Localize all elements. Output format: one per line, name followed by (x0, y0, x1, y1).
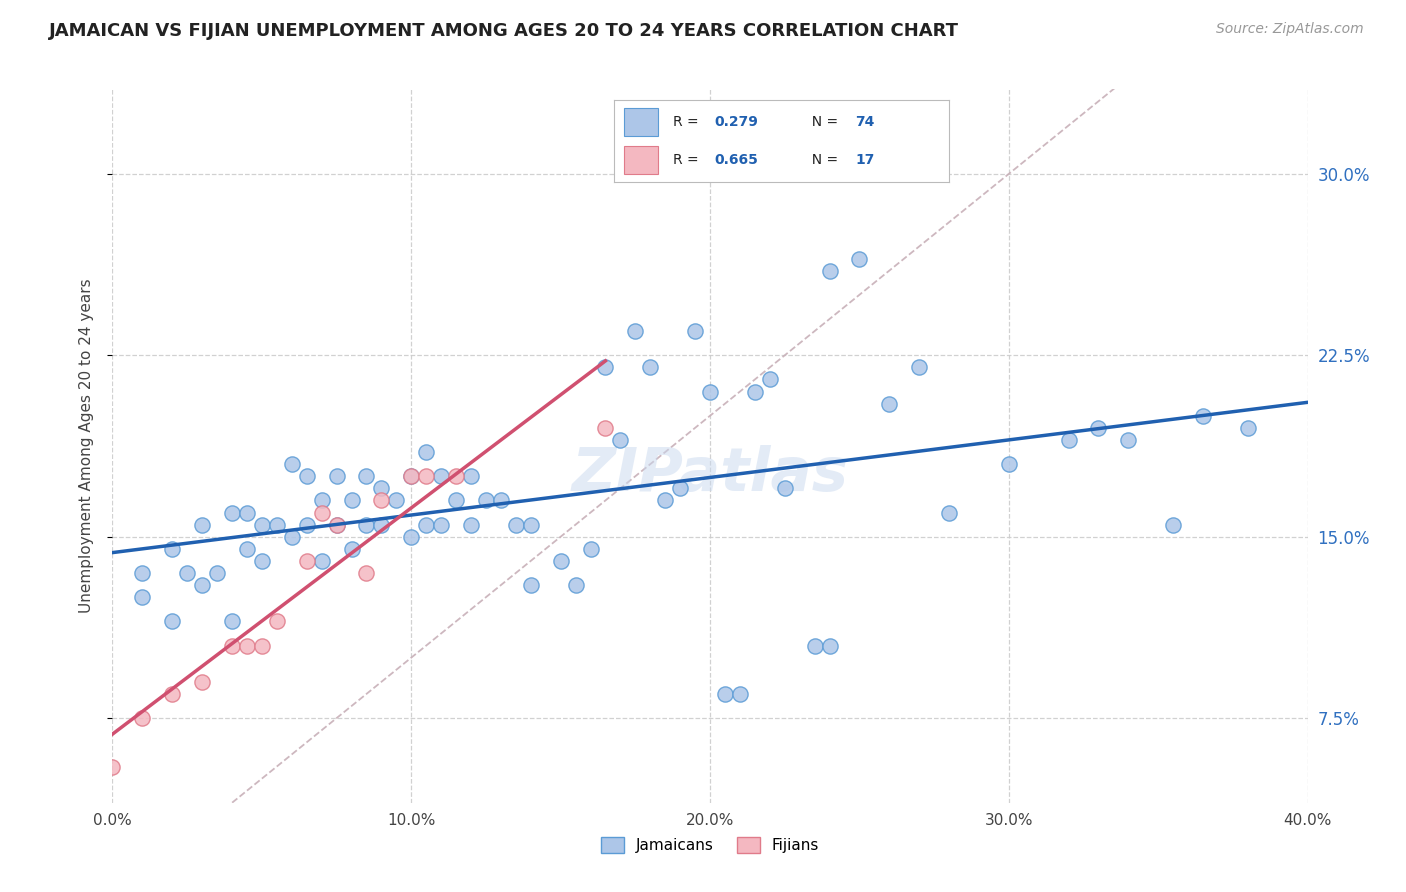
Point (430, 517, 453, 532)
Point (683, 324, 706, 338)
Point (401, 530, 423, 544)
Point (699, 384, 721, 399)
Text: Source: ZipAtlas.com: Source: ZipAtlas.com (1216, 22, 1364, 37)
Point (773, 481, 796, 495)
Point (714, 687, 737, 701)
Point (311, 506, 333, 520)
Point (415, 469, 437, 483)
Point (295, 469, 318, 483)
Point (728, 687, 751, 701)
Point (281, 530, 304, 544)
Point (295, 554, 318, 568)
Point (236, 541, 259, 556)
Point (1161, 517, 1184, 532)
Point (191, 517, 214, 532)
Point (595, 421, 617, 435)
Point (564, 578, 586, 592)
Point (998, 457, 1021, 471)
Point (1118, 433, 1140, 447)
Text: ZIPatlas: ZIPatlas (571, 445, 849, 504)
Point (848, 252, 870, 266)
Point (938, 506, 960, 520)
Point (460, 469, 482, 483)
Point (550, 554, 572, 568)
Point (131, 711, 153, 725)
Point (415, 517, 437, 532)
Point (444, 493, 467, 508)
Point (744, 384, 766, 399)
Point (176, 566, 198, 580)
Point (266, 615, 288, 629)
Point (1057, 433, 1080, 447)
Point (356, 469, 378, 483)
Point (221, 615, 243, 629)
Point (595, 360, 617, 375)
Point (162, 615, 183, 629)
Point (311, 493, 333, 508)
Point (325, 517, 347, 532)
Point (401, 469, 423, 483)
Point (640, 360, 662, 375)
Point (325, 517, 347, 532)
Point (489, 493, 512, 508)
Point (669, 481, 692, 495)
Point (162, 687, 183, 701)
Point (818, 263, 841, 277)
Point (356, 517, 378, 532)
Point (131, 566, 153, 580)
Point (221, 639, 243, 653)
Point (624, 324, 647, 338)
Point (311, 554, 333, 568)
Point (191, 578, 214, 592)
Point (356, 566, 378, 580)
Point (266, 517, 288, 532)
Point (281, 457, 304, 471)
Point (444, 469, 467, 483)
Point (221, 506, 243, 520)
Point (101, 759, 124, 773)
Point (191, 674, 214, 689)
Legend: Jamaicans, Fijians: Jamaicans, Fijians (595, 831, 825, 859)
Point (759, 372, 782, 386)
Point (370, 517, 392, 532)
Point (818, 639, 841, 653)
Point (1192, 409, 1215, 423)
Point (520, 517, 543, 532)
Point (803, 639, 825, 653)
Point (325, 469, 347, 483)
Point (908, 360, 931, 375)
Point (131, 590, 153, 604)
Point (250, 554, 273, 568)
Point (295, 517, 318, 532)
Y-axis label: Unemployment Among Ages 20 to 24 years: Unemployment Among Ages 20 to 24 years (79, 278, 94, 614)
Point (250, 639, 273, 653)
Point (475, 493, 498, 508)
Point (609, 433, 631, 447)
Point (236, 639, 259, 653)
Point (370, 481, 392, 495)
Point (340, 541, 363, 556)
Point (654, 493, 676, 508)
Point (579, 541, 602, 556)
Point (460, 517, 482, 532)
Point (385, 493, 408, 508)
Point (520, 578, 543, 592)
Point (415, 445, 437, 459)
Point (430, 469, 453, 483)
Point (250, 517, 273, 532)
Point (1087, 421, 1109, 435)
Point (162, 541, 183, 556)
Point (879, 397, 901, 411)
Text: JAMAICAN VS FIJIAN UNEMPLOYMENT AMONG AGES 20 TO 24 YEARS CORRELATION CHART: JAMAICAN VS FIJIAN UNEMPLOYMENT AMONG AG… (49, 22, 959, 40)
Point (236, 506, 259, 520)
Point (401, 469, 423, 483)
Point (1237, 421, 1260, 435)
Point (205, 566, 228, 580)
Point (370, 493, 392, 508)
Point (505, 517, 527, 532)
Point (340, 493, 363, 508)
